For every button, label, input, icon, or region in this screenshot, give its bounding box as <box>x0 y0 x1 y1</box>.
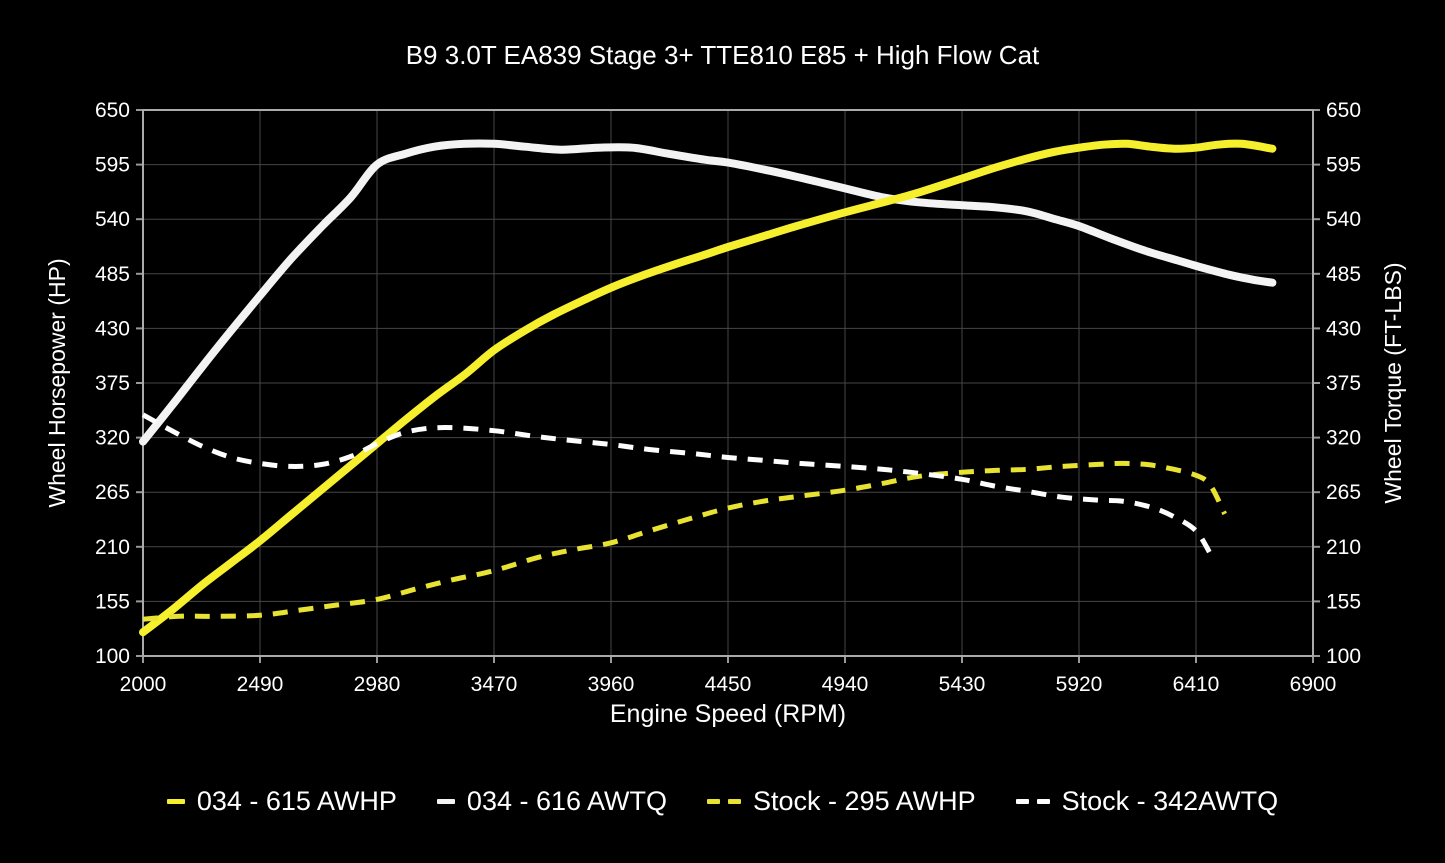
legend-label: 034 - 615 AWHP <box>196 786 397 816</box>
y-tick-label-left: 430 <box>95 317 130 340</box>
y-tick-label-left: 650 <box>95 99 130 122</box>
legend-dash <box>1036 799 1050 804</box>
x-tick-label: 5920 <box>1056 673 1103 696</box>
x-tick-label: 6900 <box>1290 673 1337 696</box>
y-tick-label-right: 155 <box>1326 590 1361 613</box>
y-tick-label-left: 100 <box>95 645 130 668</box>
x-tick-label: 6410 <box>1173 673 1220 696</box>
y-tick-label-right: 540 <box>1326 208 1361 231</box>
y-axis-left-title: Wheel Horsepower (HP) <box>44 258 70 508</box>
chart-title: B9 3.0T EA839 Stage 3+ TTE810 E85 + High… <box>405 40 1040 70</box>
y-axis-right-title: Wheel Torque (FT-LBS) <box>1380 262 1406 504</box>
y-tick-label-left: 265 <box>95 481 130 504</box>
y-tick-label-left: 320 <box>95 427 130 450</box>
series-curve-stock-342awtq <box>141 412 1213 556</box>
y-tick-label-right: 320 <box>1326 427 1361 450</box>
x-tick-label: 3960 <box>588 673 635 696</box>
legend-dash <box>1015 799 1029 804</box>
y-tick-label-left: 155 <box>95 590 130 613</box>
dyno-plot: 100 100 155 155 210 210 265 265 320 320 375 375 430 4… <box>95 99 1361 696</box>
y-tick-label-left: 595 <box>95 154 130 177</box>
y-tick-label-left: 485 <box>95 263 130 286</box>
y-tick-label-left: 210 <box>95 536 130 559</box>
legend-item: Stock - 295 AWHP <box>707 786 976 817</box>
y-tick-label-right: 650 <box>1326 99 1361 122</box>
legend-dash <box>436 799 455 804</box>
legend-item: Stock - 342AWTQ <box>1015 786 1279 817</box>
y-tick-label-right: 210 <box>1326 536 1361 559</box>
x-tick-label: 2000 <box>120 673 167 696</box>
y-tick-label-right: 375 <box>1326 372 1361 395</box>
y-tick-label-right: 595 <box>1326 154 1361 177</box>
legend-dash <box>707 799 721 804</box>
legend-label: Stock - 342AWTQ <box>1061 786 1279 816</box>
x-tick-label: 4940 <box>822 673 869 696</box>
x-tick-label: 3470 <box>471 673 518 696</box>
legend-item: 034 - 616 AWTQ <box>436 786 668 817</box>
y-tick-label-left: 375 <box>95 372 130 395</box>
solid-white-line-marker <box>436 799 455 804</box>
legend-label: 034 - 616 AWTQ <box>466 786 668 816</box>
y-tick-label-right: 485 <box>1326 263 1361 286</box>
solid-yellow-line-marker <box>166 799 185 804</box>
x-tick-label: 2980 <box>354 673 401 696</box>
x-tick-label: 4450 <box>705 673 752 696</box>
series-curve-034-615-awhp <box>139 139 1277 637</box>
dashed-white-line-marker <box>1015 799 1050 804</box>
legend: 034 - 615 AWHP 034 - 616 AWTQ Stock - 29… <box>0 786 1445 817</box>
series-curve-034-616-awtq <box>139 139 1277 446</box>
y-tick-label-left: 540 <box>95 208 130 231</box>
x-axis-title: Engine Speed (RPM) <box>609 700 847 728</box>
series-curve-stock-295-awhp <box>142 460 1227 622</box>
legend-label: Stock - 295 AWHP <box>753 786 976 816</box>
y-tick-label-right: 100 <box>1326 645 1361 668</box>
legend-dash <box>166 799 185 804</box>
legend-item: 034 - 615 AWHP <box>166 786 397 817</box>
x-tick-label: 2490 <box>237 673 284 696</box>
y-tick-label-right: 430 <box>1326 317 1361 340</box>
dashed-yellow-line-marker <box>707 799 742 804</box>
y-tick-label-right: 265 <box>1326 481 1361 504</box>
plot-border <box>142 109 1314 657</box>
legend-dash <box>728 799 742 804</box>
x-tick-label: 5430 <box>939 673 986 696</box>
